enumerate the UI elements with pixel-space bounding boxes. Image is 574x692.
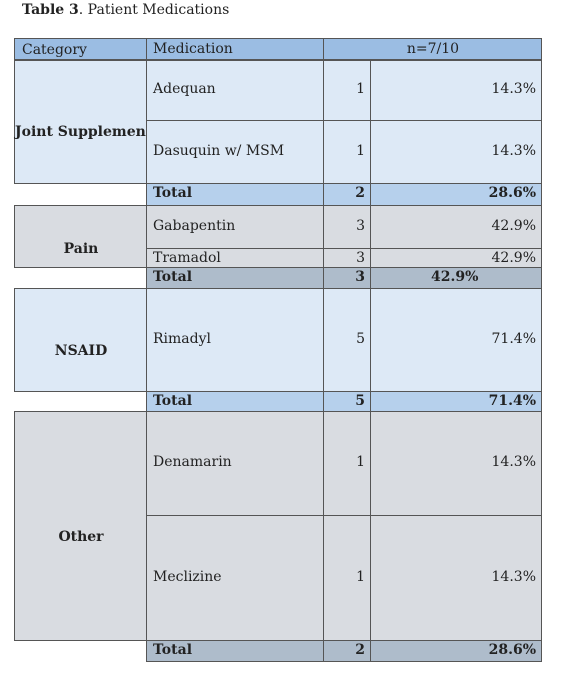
category-label: Joint Supplement — [15, 124, 153, 140]
count-cell: 1 — [323, 60, 371, 121]
category-label: Pain — [63, 241, 99, 257]
percent-cell: 14.3% — [370, 515, 542, 641]
header-n: n=7/10 — [323, 38, 542, 60]
medication-name: Adequan — [153, 81, 216, 97]
total-label-cell: Total — [146, 640, 324, 662]
category-cell: Pain — [14, 205, 147, 268]
caption-title: . Patient Medications — [78, 2, 230, 18]
total-percent: 28.6% — [488, 642, 536, 658]
total-count-cell: 2 — [323, 640, 371, 662]
total-percent-cell: 42.9% — [370, 267, 542, 289]
medication-cell: Rimadyl — [146, 288, 324, 392]
medication-name: Rimadyl — [153, 331, 211, 347]
caption-label: Table 3 — [22, 2, 79, 18]
medication-cell: Gabapentin — [146, 205, 324, 249]
total-percent: 71.4% — [488, 393, 536, 409]
percent-cell: 42.9% — [370, 248, 542, 268]
category-cell: Other — [14, 411, 147, 641]
medication-name: Meclizine — [153, 569, 222, 585]
total-percent-cell: 28.6% — [370, 183, 542, 206]
total-count: 2 — [355, 642, 365, 658]
total-label: Total — [153, 642, 193, 658]
total-percent: 42.9% — [431, 269, 479, 285]
medication-cell: Adequan — [146, 60, 324, 121]
percent-cell: 14.3% — [370, 411, 542, 516]
count-cell: 1 — [323, 411, 371, 516]
percent-value: 14.3% — [491, 454, 536, 470]
medication-cell: Tramadol — [146, 248, 324, 268]
medication-name: Dasuquin w/ MSM — [153, 143, 285, 159]
medication-name: Gabapentin — [153, 218, 236, 234]
header-n-label: n=7/10 — [406, 41, 460, 57]
header-medication-label: Medication — [153, 41, 233, 57]
medication-cell: Denamarin — [146, 411, 324, 516]
medication-cell: Dasuquin w/ MSM — [146, 120, 324, 184]
medication-cell: Meclizine — [146, 515, 324, 641]
category-label: NSAID — [54, 343, 108, 359]
total-label-cell: Total — [146, 267, 324, 289]
total-percent-cell: 71.4% — [370, 391, 542, 412]
header-category: Category — [14, 38, 147, 60]
total-count: 3 — [355, 269, 365, 285]
count-value: 1 — [356, 81, 365, 97]
percent-cell: 14.3% — [370, 120, 542, 184]
count-cell: 3 — [323, 205, 371, 249]
count-cell: 3 — [323, 248, 371, 268]
total-percent-cell: 28.6% — [370, 640, 542, 662]
total-count: 5 — [355, 393, 365, 409]
count-cell: 1 — [323, 120, 371, 184]
total-count-cell: 2 — [323, 183, 371, 206]
count-cell: 5 — [323, 288, 371, 392]
percent-value: 42.9% — [491, 218, 536, 234]
total-label-cell: Total — [146, 183, 324, 206]
count-value: 1 — [356, 569, 365, 585]
medication-name: Denamarin — [153, 454, 232, 470]
total-count: 2 — [355, 185, 365, 201]
total-percent: 28.6% — [488, 185, 536, 201]
percent-value: 42.9% — [491, 250, 536, 266]
count-value: 1 — [356, 143, 365, 159]
category-label: Other — [58, 529, 104, 545]
total-count-cell: 3 — [323, 267, 371, 289]
count-value: 5 — [356, 331, 365, 347]
total-label: Total — [153, 185, 193, 201]
category-cell: NSAID — [14, 288, 147, 392]
total-count-cell: 5 — [323, 391, 371, 412]
count-value: 3 — [356, 218, 365, 234]
percent-cell: 42.9% — [370, 205, 542, 249]
total-label-cell: Total — [146, 391, 324, 412]
header-category-label: Category — [22, 42, 87, 58]
total-label: Total — [153, 269, 193, 285]
count-value: 1 — [356, 454, 365, 470]
count-value: 3 — [356, 250, 365, 266]
percent-value: 14.3% — [491, 81, 536, 97]
medication-name: Tramadol — [153, 250, 221, 266]
percent-cell: 71.4% — [370, 288, 542, 392]
percent-value: 14.3% — [491, 569, 536, 585]
percent-value: 14.3% — [491, 143, 536, 159]
category-cell: Joint Supplement — [14, 60, 153, 184]
table-caption: Table 3. Patient Medications — [22, 2, 229, 18]
total-label: Total — [153, 393, 193, 409]
percent-value: 71.4% — [491, 331, 536, 347]
percent-cell: 14.3% — [370, 60, 542, 121]
header-medication: Medication — [146, 38, 324, 60]
count-cell: 1 — [323, 515, 371, 641]
